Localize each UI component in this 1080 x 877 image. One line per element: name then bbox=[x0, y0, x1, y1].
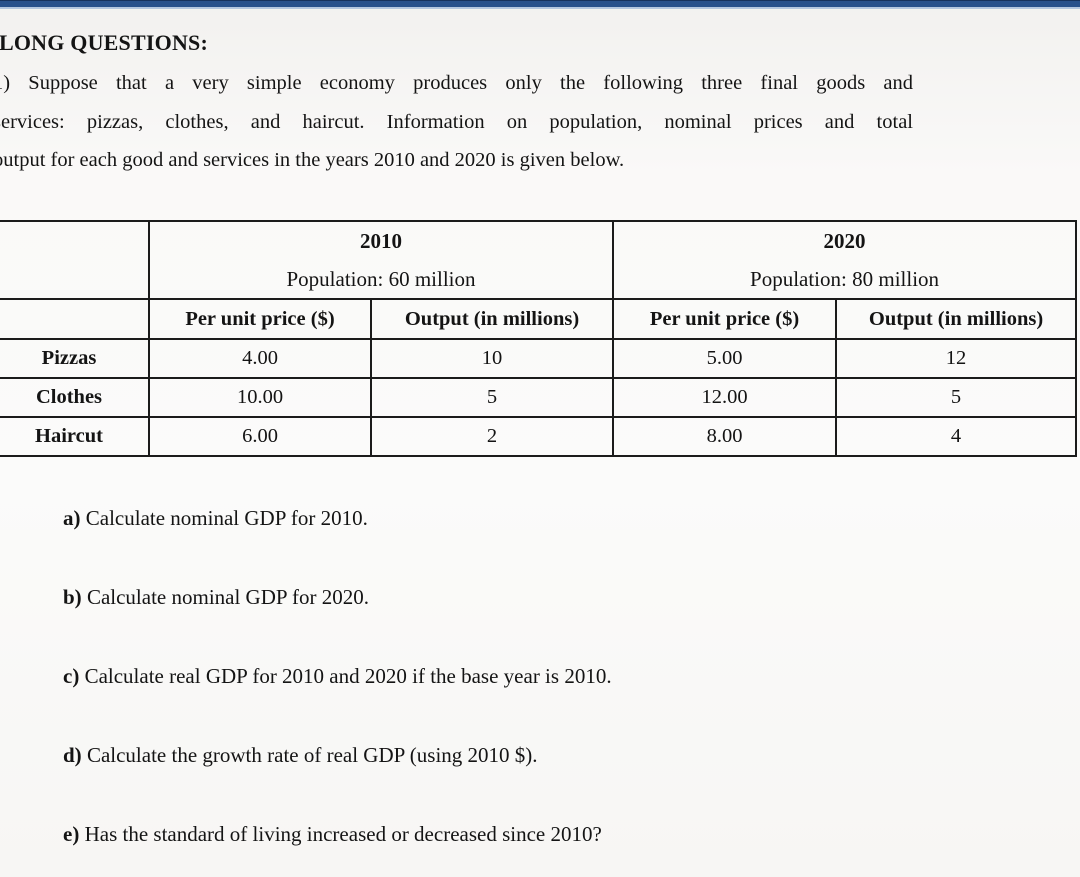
question-text: Calculate nominal GDP for 2020. bbox=[86, 585, 370, 609]
cell-output-2010: 5 bbox=[369, 377, 615, 418]
header-output-2020: Output (in millions) bbox=[835, 298, 1078, 340]
question-text: Has the standard of living increased or … bbox=[84, 822, 602, 846]
cell-empty-corner bbox=[0, 220, 150, 300]
cell-price-2010: 4.00 bbox=[148, 338, 372, 379]
question-text: Calculate the growth rate of real GDP (u… bbox=[86, 743, 538, 767]
row-label: Haircut bbox=[0, 416, 150, 457]
question-text: Calculate nominal GDP for 2010. bbox=[85, 506, 368, 530]
question-marker: c) bbox=[63, 664, 80, 688]
question-item-c: c) Calculate real GDP for 2010 and 2020 … bbox=[63, 664, 963, 689]
intro-line: services: pizzas, clothes, and haircut. … bbox=[0, 110, 913, 133]
cell-empty-header bbox=[0, 298, 150, 340]
question-text: Calculate real GDP for 2010 and 2020 if … bbox=[84, 664, 612, 688]
cell-price-2010: 10.00 bbox=[148, 377, 372, 418]
cell-output-2010: 2 bbox=[369, 416, 615, 457]
cell-output-2020: 12 bbox=[835, 338, 1078, 379]
cell-price-2020: 8.00 bbox=[612, 416, 838, 457]
question-item-d: d) Calculate the growth rate of real GDP… bbox=[63, 743, 963, 768]
cell-output-2020: 5 bbox=[835, 377, 1078, 418]
question-marker: a) bbox=[63, 506, 81, 530]
cell-price-2020: 12.00 bbox=[612, 377, 838, 418]
question-item-a: a) Calculate nominal GDP for 2010. bbox=[63, 506, 963, 531]
row-label: Pizzas bbox=[0, 338, 150, 379]
intro-line: output for each good and services in the… bbox=[0, 149, 625, 172]
cell-price-2010: 6.00 bbox=[148, 416, 372, 457]
question-marker: d) bbox=[63, 743, 82, 767]
cell-year-group-2020: 2020 Population: 80 million bbox=[612, 220, 1078, 300]
table-row-clothes: Clothes 10.00 5 12.00 5 bbox=[0, 377, 1078, 418]
goods-data-table: 2010 Population: 60 million 2020 Populat… bbox=[0, 220, 1078, 457]
population-label: Population: 60 million bbox=[286, 267, 476, 291]
top-accent-bar bbox=[0, 0, 1080, 9]
table-row-pizzas: Pizzas 4.00 10 5.00 12 bbox=[0, 338, 1078, 379]
question-item-e: e) Has the standard of living increased … bbox=[63, 822, 963, 847]
header-price-2010: Per unit price ($) bbox=[148, 298, 372, 340]
question-marker: e) bbox=[63, 822, 80, 846]
table-year-row: 2010 Population: 60 million 2020 Populat… bbox=[0, 220, 1078, 300]
cell-price-2020: 5.00 bbox=[612, 338, 838, 379]
cell-output-2020: 4 bbox=[835, 416, 1078, 457]
question-item-b: b) Calculate nominal GDP for 2020. bbox=[63, 585, 963, 610]
table-row-haircut: Haircut 6.00 2 8.00 4 bbox=[0, 416, 1078, 457]
year-label: 2010 bbox=[360, 229, 402, 253]
intro-paragraph: 1) Suppose that a very simple economy pr… bbox=[0, 64, 913, 180]
year-label: 2020 bbox=[823, 229, 866, 253]
table-header-row: Per unit price ($) Output (in millions) … bbox=[0, 298, 1078, 340]
cell-output-2010: 10 bbox=[369, 338, 615, 379]
intro-line: 1) Suppose that a very simple economy pr… bbox=[0, 72, 913, 94]
cell-year-group-2010: 2010 Population: 60 million bbox=[147, 220, 615, 300]
header-price-2020: Per unit price ($) bbox=[612, 298, 838, 340]
row-label: Clothes bbox=[0, 377, 150, 418]
population-label: Population: 80 million bbox=[750, 267, 940, 291]
section-heading: LONG QUESTIONS: bbox=[0, 30, 208, 55]
header-output-2010: Output (in millions) bbox=[369, 298, 615, 340]
question-marker: b) bbox=[63, 585, 82, 609]
